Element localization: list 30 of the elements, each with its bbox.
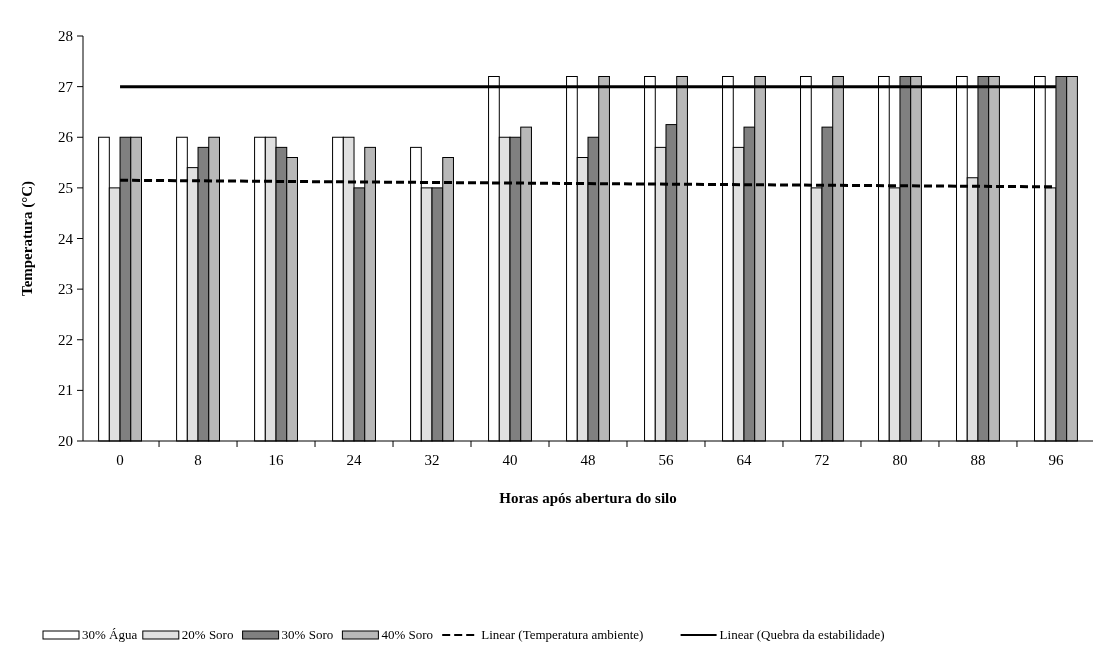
legend-label: 30% Água [82,627,138,642]
legend-label: 40% Soro [381,627,434,642]
x-tick-label: 96 [1048,452,1064,468]
x-axis-title: Horas após abertura do silo [499,490,677,506]
x-tick-label: 32 [424,452,440,468]
x-tick-label: 0 [116,452,124,468]
legend-label: 20% Soro [181,627,234,642]
legend-label: Linear (Temperatura ambiente) [481,627,644,642]
x-tick-label: 72 [814,452,830,468]
y-tick-label: 27 [58,78,74,95]
y-tick-label: 28 [58,28,73,44]
x-tick-label: 64 [736,452,752,468]
legend-label: Linear (Quebra da estabilidade) [719,627,885,642]
x-tick-label: 24 [346,452,363,468]
x-tick-label: 88 [970,452,986,468]
y-tick-label: 24 [58,230,74,247]
y-tick-label: 21 [58,382,73,399]
x-tick-label: 56 [658,452,674,468]
y-tick-label: 25 [58,179,73,196]
x-tick-label: 16 [268,452,285,468]
x-tick-label: 40 [502,452,518,468]
y-axis-title: Temperatura (°C) [19,180,36,297]
x-tick-label: 48 [580,452,596,468]
y-tick-label: 22 [58,331,73,348]
legend-label: 30% Soro [281,627,334,642]
y-tick-label: 20 [58,433,73,449]
x-tick-label: 80 [892,452,908,468]
y-tick-label: 23 [58,281,73,298]
x-tick-label: 8 [194,452,202,468]
y-tick-label: 26 [58,129,74,146]
